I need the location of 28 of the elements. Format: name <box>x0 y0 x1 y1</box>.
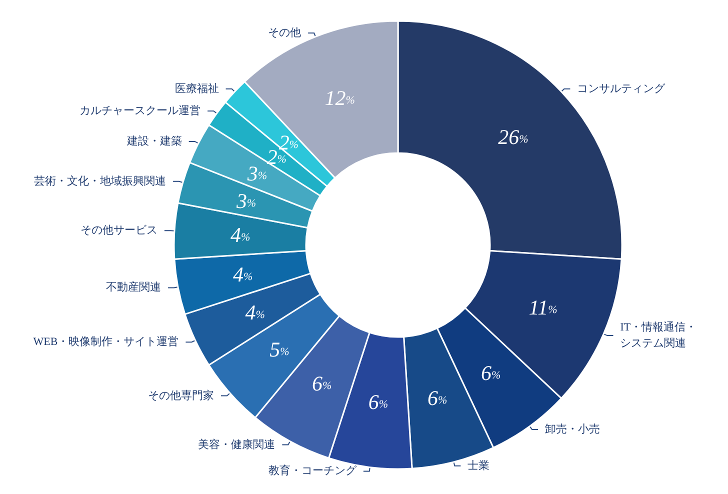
slice-label: 士業 <box>468 458 490 472</box>
slice-label: 教育・コーチング <box>268 464 358 478</box>
slice-label: WEB・映像制作・サイト運営 <box>33 335 179 348</box>
data-label: 4% <box>245 300 265 324</box>
slice-label: その他サービス <box>80 224 158 237</box>
data-label: 11% <box>528 296 558 320</box>
slice-label: IT・情報通信・システム関連 <box>620 320 697 350</box>
slice-label: コンサルティング <box>577 82 666 95</box>
slice-label: カルチャースクール運営 <box>80 104 201 117</box>
data-label: 6% <box>481 360 501 385</box>
data-label: 12% <box>324 86 355 110</box>
data-label: 6% <box>312 371 332 396</box>
data-label: 3% <box>235 188 256 213</box>
slice-label: その他専門家 <box>148 388 214 402</box>
slice-label: 卸売・小売 <box>545 422 600 436</box>
data-label: 6% <box>368 390 388 414</box>
data-label: 5% <box>270 337 290 362</box>
slice-label: 美容・健康関連 <box>198 438 276 451</box>
slice-label: その他 <box>268 27 302 40</box>
data-label: 4% <box>232 262 253 287</box>
slice-label: 不動産関連 <box>106 280 162 294</box>
slice-label: 医療福祉 <box>174 82 219 95</box>
slice-label: 建設・建築 <box>126 134 182 148</box>
data-label: 26% <box>498 124 528 149</box>
slice-label: 芸術・文化・地域振興関連 <box>34 174 166 188</box>
data-label: 4% <box>230 223 250 248</box>
data-label: 3% <box>246 161 268 186</box>
data-label: 6% <box>427 386 448 410</box>
